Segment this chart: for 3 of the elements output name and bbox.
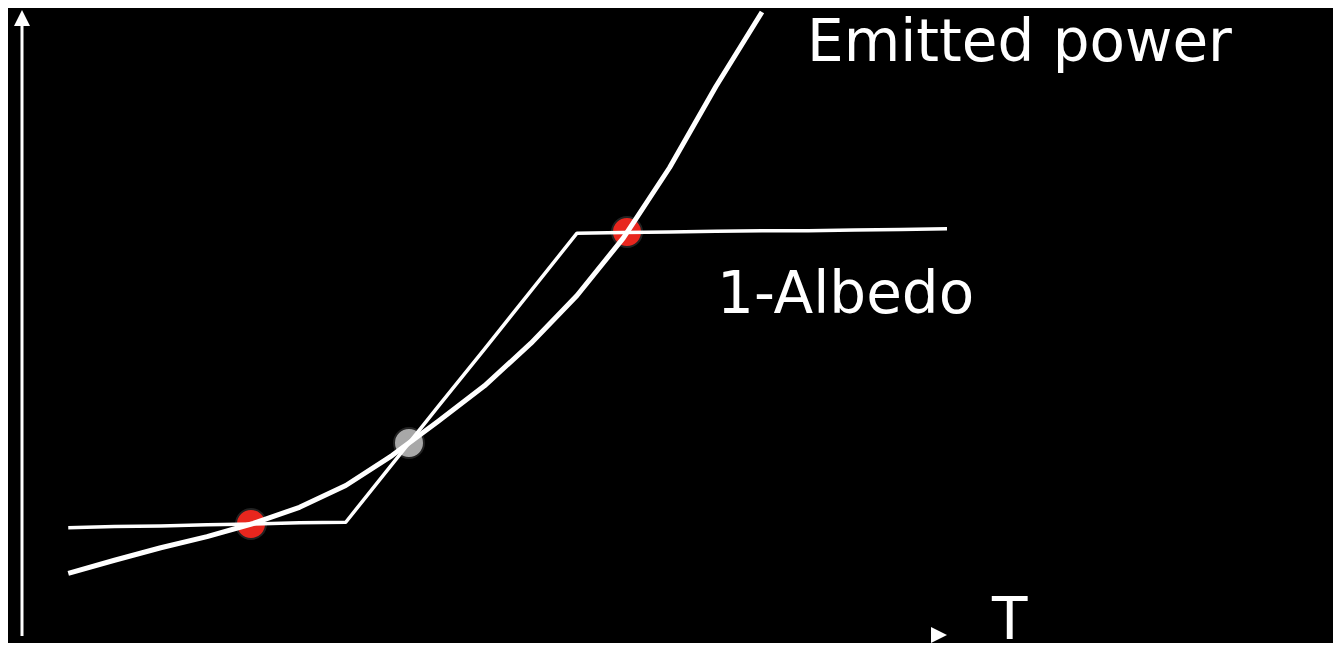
series-label: Emitted power — [807, 7, 1232, 75]
series-label: 1-Albedo — [717, 258, 975, 327]
x-axis-title: T — [992, 585, 1028, 651]
